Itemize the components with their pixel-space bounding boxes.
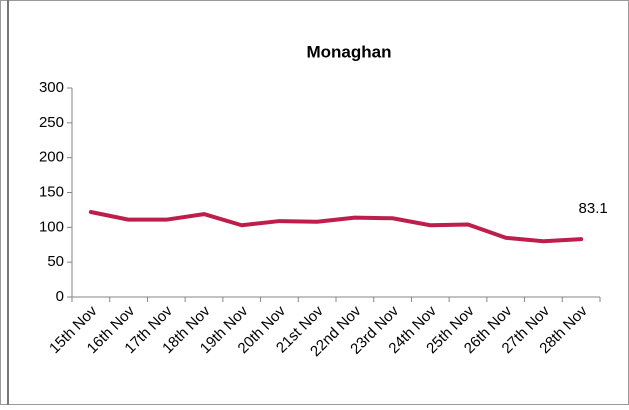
y-tick-label: 100 — [39, 218, 64, 235]
chart-title: Monaghan — [307, 42, 392, 61]
y-tick-label: 50 — [47, 253, 64, 270]
y-tick-label: 200 — [39, 149, 64, 166]
y-tick-label: 150 — [39, 183, 64, 200]
data-label: 83.1 — [579, 200, 608, 217]
y-tick-label: 300 — [39, 79, 64, 96]
y-tick-label: 0 — [56, 288, 64, 305]
data-line — [88, 210, 584, 244]
y-tick-label: 250 — [39, 114, 64, 131]
